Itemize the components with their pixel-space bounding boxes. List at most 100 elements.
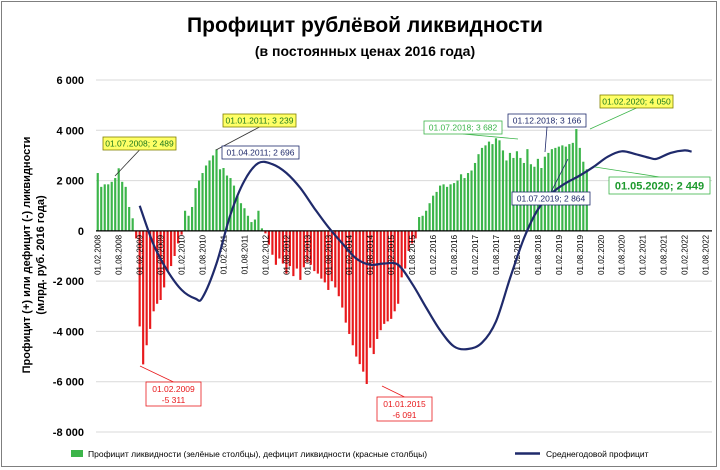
annotation-label: 01.07.2008; 2 489 [105,139,174,149]
annotation-leader [381,385,405,398]
bar-surplus [243,208,246,231]
y-tick-label: 0 [78,226,84,238]
bar-surplus [568,144,571,231]
x-tick-label: 01.02.2021 [639,234,648,275]
x-tick-label: 01.08.2010 [199,234,208,275]
annotation-box [145,381,202,407]
bar-surplus [459,174,463,231]
x-tick-label: 01.08.2017 [492,234,501,275]
annotation-value: -5 311 [162,395,186,405]
bar-surplus [575,129,578,231]
annotation-leader [550,158,569,193]
bar-deficit [404,230,407,269]
annotation-box [507,113,587,128]
y-tick-label: 6 000 [56,75,84,87]
bar-surplus [229,178,232,231]
x-tick-label: 01.02.2016 [429,234,438,275]
bar-deficit [299,230,302,280]
legend-label-bars: Профицит ликвидности (зелёные столбцы), … [88,449,427,459]
bar-surplus [439,185,442,231]
bar-deficit [302,230,305,268]
bar-surplus [480,147,484,231]
bar-deficit [379,230,382,331]
bar-deficit [334,230,337,288]
y-tick-label: 2 000 [56,176,84,188]
bar-deficit [170,230,173,267]
bar-surplus [117,168,120,231]
bar-surplus [100,186,103,231]
bar-surplus [128,206,131,231]
bar-deficit [163,230,166,288]
x-tick-label: 01.02.2015 [387,234,396,275]
bar-deficit [369,230,372,348]
bar-deficit [383,230,386,324]
annotation-leader [462,133,519,140]
annotation-label: 01.02.2009 [152,384,195,394]
bar-surplus [477,154,480,231]
bar-surplus [131,218,134,231]
bar-surplus [246,215,250,231]
annotation-box [608,176,711,195]
chart-title: Профицит рублёвой ликвидности [187,14,543,37]
y-tick-label: -4 000 [53,326,84,338]
y-tick-label: -2 000 [53,276,84,288]
bar-surplus [222,168,225,231]
annotation-value: -6 091 [392,410,416,420]
bar-surplus [515,151,519,231]
legend-swatch-bars [71,450,83,457]
x-tick-label: 01.02.2019 [555,234,564,275]
annotation-label: 01.07.2019; 2 864 [517,194,586,204]
x-tick-label: 01.02.2014 [345,234,354,275]
bar-deficit [177,230,180,244]
x-tick-label: 01.08.2018 [534,234,543,275]
y-tick-label: -8 000 [53,427,84,439]
x-tick-label: 01.02.2012 [261,234,270,275]
bar-deficit [348,230,351,334]
annotation-leader [139,365,174,383]
annotation-box [221,145,300,160]
bar-deficit [149,230,152,329]
bar-surplus [435,191,438,231]
annotation-label: 01.04.2011; 2 696 [227,148,295,158]
bar-surplus [501,150,505,231]
annotation-label: 01.07.2018; 3 682 [429,123,498,133]
annotation-box [222,113,297,128]
x-tick-label: 01.08.2009 [157,234,166,275]
x-tick-label: 01.02.2010 [178,234,187,275]
bar-deficit [390,230,393,319]
annotation-leader [589,107,637,130]
bar-surplus [260,228,264,231]
bar-surplus [466,173,470,231]
bar-surplus [190,206,194,231]
annotation-box [511,191,591,206]
bar-surplus [442,184,445,231]
bar-surplus [578,147,581,231]
bar-surplus [491,144,494,231]
bar-surplus [218,169,222,231]
bar-deficit [376,230,379,339]
bar-deficit [166,230,169,272]
bar-deficit [397,230,400,304]
bar-surplus [121,181,124,231]
bar-deficit [355,230,358,357]
bar-deficit [372,230,375,355]
bar-surplus [110,181,113,231]
bar-surplus [236,195,239,231]
bar-surplus [432,195,435,231]
average-line [138,149,692,351]
bar-deficit [271,230,274,255]
bar-deficit [267,230,270,245]
bar-surplus [418,217,421,231]
bar-surplus [487,141,491,231]
bar-surplus [250,222,253,231]
bar-deficit [362,230,365,372]
bar-deficit [337,230,340,297]
x-tick-label: 01.08.2015 [408,234,417,275]
bar-surplus [107,184,110,231]
bar-surplus [183,210,187,231]
bar-deficit [173,230,176,256]
bar-surplus [571,142,574,231]
bar-surplus [425,210,428,231]
bar-deficit [288,230,291,267]
